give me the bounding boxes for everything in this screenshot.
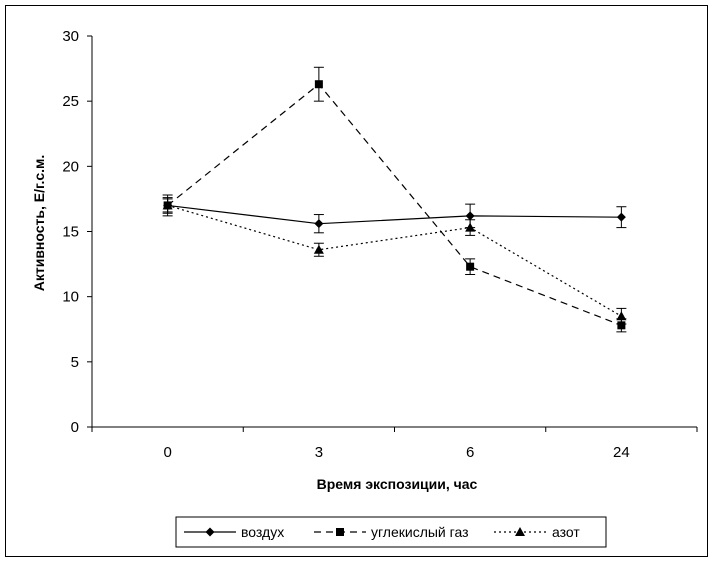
series-line (167, 83, 622, 326)
x-axis-title: Время экспозиции, час (317, 476, 478, 492)
legend-label: углекислый газ (371, 524, 469, 540)
y-axis-title: Активность, Е/г.с.м. (31, 155, 47, 292)
data-point (465, 222, 476, 232)
y-tick-label: 15 (62, 224, 79, 241)
data-point (465, 211, 475, 221)
data-point (314, 219, 324, 229)
series-line (167, 204, 622, 225)
data-point (466, 262, 475, 271)
x-tick-labels: 0 3 6 24 (163, 444, 629, 461)
data-point (616, 311, 627, 321)
data-point (314, 80, 323, 89)
x-tick-label: 6 (466, 444, 474, 461)
data-point (617, 321, 626, 330)
series-line (167, 204, 622, 317)
legend: воздух углекислый газ азот (175, 516, 607, 548)
legend-item: углекислый газ (314, 524, 469, 540)
legend-label: воздух (241, 524, 284, 540)
series-1 (162, 194, 627, 234)
series-3 (162, 197, 627, 325)
y-tick-label: 5 (71, 354, 79, 371)
y-tick-label: 0 (71, 419, 79, 436)
chart-frame: 0 5 10 15 20 25 30 0 3 6 24 Время экспозиции, час… (5, 5, 708, 557)
y-tick-label: 10 (62, 289, 79, 306)
legend-marker (205, 527, 215, 537)
x-tick-label: 0 (163, 444, 171, 461)
data-point (616, 212, 626, 222)
axes (87, 35, 698, 432)
line-chart: 0 5 10 15 20 25 30 0 3 6 24 Время экспозиции, час… (31, 28, 698, 548)
legend-marker (336, 528, 344, 536)
legend-item: воздух (184, 524, 284, 540)
y-tick-label: 20 (62, 158, 79, 175)
legend-item: азот (494, 524, 580, 540)
legend-marker (515, 527, 525, 536)
data-point (162, 200, 173, 210)
data-point (313, 244, 324, 254)
series-2 (162, 66, 627, 333)
y-tick-labels: 0 5 10 15 20 25 30 (62, 28, 79, 436)
x-tick-label: 3 (315, 444, 323, 461)
series-layer (162, 66, 627, 333)
y-tick-label: 30 (62, 28, 79, 45)
legend-label: азот (552, 524, 580, 540)
y-tick-label: 25 (62, 93, 79, 110)
x-tick-label: 24 (613, 444, 630, 461)
